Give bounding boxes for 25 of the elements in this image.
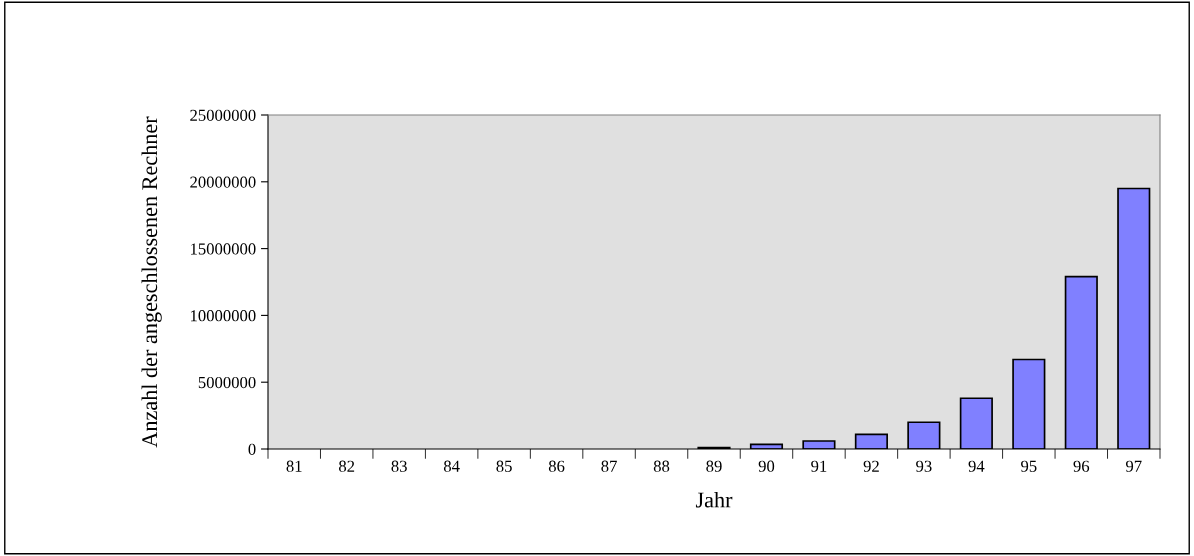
x-tick-label: 89	[706, 460, 722, 472]
x-tick-label: 92	[863, 460, 879, 472]
y-tick-label: 25000000	[190, 109, 256, 121]
y-tick-label: 15000000	[190, 243, 256, 255]
y-tick-label: 5000000	[198, 376, 256, 389]
x-tick-label: 81	[286, 460, 302, 472]
y-axis-title: Anzahl der angeschlossenen Rechner	[141, 116, 162, 448]
y-tick-label: 0	[248, 443, 256, 455]
y-tick-label: 10000000	[190, 310, 256, 322]
x-tick-label: 94	[968, 460, 985, 472]
x-tick-label: 90	[758, 460, 775, 472]
x-tick-label: 84	[443, 460, 460, 472]
x-tick-label: 95	[1021, 460, 1037, 472]
x-tick-label: 87	[601, 460, 617, 472]
x-tick-label: 93	[916, 460, 932, 472]
x-tick-label: 88	[653, 460, 670, 472]
x-tick-label: 85	[496, 460, 512, 472]
y-tick-label: 20000000	[190, 176, 256, 188]
x-tick-label: 97	[1125, 460, 1142, 472]
x-tick-label: 91	[811, 460, 827, 472]
x-axis-title: Jahr	[695, 491, 733, 508]
x-tick-label: 83	[391, 460, 407, 472]
x-tick-label: 82	[339, 460, 355, 472]
x-tick-label: 96	[1073, 460, 1090, 472]
x-tick-label: 86	[548, 460, 565, 472]
